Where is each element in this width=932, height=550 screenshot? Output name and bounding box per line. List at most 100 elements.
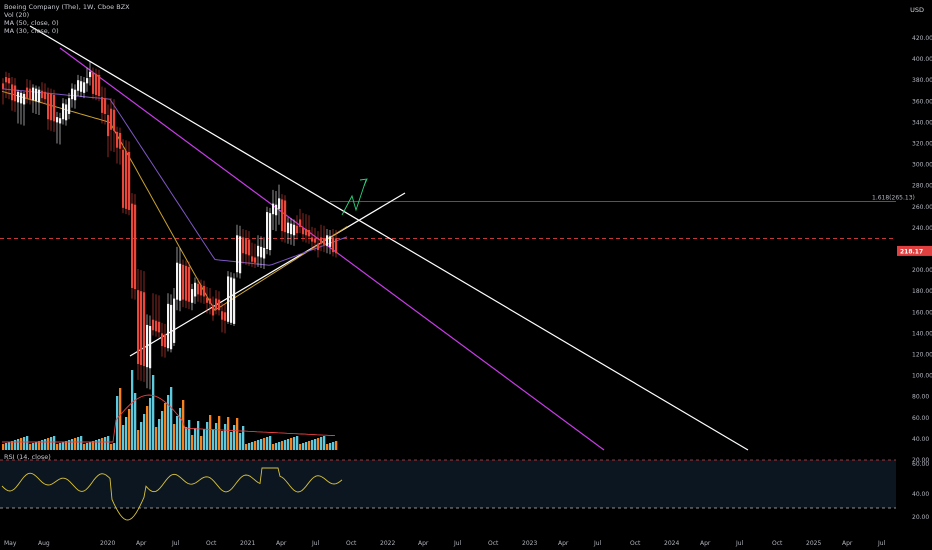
candle-body [275,204,278,216]
time-tick-label: Aug [38,540,50,547]
time-tick-label: 2021 [240,540,255,547]
candle-body [281,199,284,232]
candle-body [215,298,218,310]
candle-body [98,74,101,97]
candle-body [155,320,158,332]
volume-bar [227,417,230,450]
candle-body [146,324,149,368]
candle-body [323,238,326,245]
time-tick-label: Jul [877,540,886,547]
candle-body [227,276,230,322]
volume-bar [188,420,191,450]
ma30-legend[interactable]: MA (30, close, 0) [4,27,59,35]
candle-body [194,282,197,297]
candle-body [2,83,5,89]
candle-body [260,246,263,258]
current-price-label: 218.17 [900,248,923,255]
volume-legend[interactable]: Vol (20) [4,11,30,19]
candle-body [257,245,260,257]
volume-bar [173,424,176,450]
volume-bar [194,428,197,450]
candle-body [203,285,206,297]
current-price-tag [897,245,932,256]
candle-body [224,312,227,321]
candle-body [248,239,251,256]
volume-bar [131,370,134,450]
ma50-line [1,88,348,266]
volume-ma-line [2,394,336,443]
candle-body [254,257,257,263]
volume-bar [11,441,14,450]
volume-bar [89,442,92,450]
candle-body [206,297,209,303]
price-tick-label: 140.00 [912,330,932,337]
candle-body [95,73,98,95]
candle-body [263,247,266,259]
volume-bar [35,442,38,450]
volume-bar [263,438,266,450]
volume-bar [149,398,152,450]
time-tick-label: Jul [453,540,462,547]
candle-body [44,91,47,100]
candle-body [29,88,32,100]
volume-bar [314,439,317,450]
candle-body [149,326,152,369]
volume-bar [308,441,311,450]
rsi-legend[interactable]: RSI (14, close) [4,453,51,461]
volume-bar [44,439,47,450]
rsi-band [0,460,896,508]
candle-body [32,87,35,101]
volume-bar [86,443,89,450]
volume-bar [254,441,257,450]
volume-bar [2,444,5,450]
candle-body [83,82,86,93]
candle-body [305,228,308,236]
volume-bar [98,439,101,450]
candle-body [140,291,143,366]
candle-body [77,80,80,91]
volume-bar [137,430,140,450]
volume-bar [155,427,158,450]
time-tick-label: Apr [136,540,147,547]
volume-bar [200,436,203,450]
volume-bar [329,443,332,450]
candle-body [62,103,65,120]
candle-body [101,97,104,113]
ma50-legend[interactable]: MA (50, close, 0) [4,19,59,27]
candle-body [38,89,41,103]
candle-body [137,290,140,364]
chart-legend: Boeing Company (The), 1W, Cboe BZX Vol (… [4,3,130,35]
ma30-line [1,90,348,311]
candle-body [230,277,233,323]
price-tick-label: 80.00 [912,394,929,401]
volume-bar [251,442,254,450]
symbol-title[interactable]: Boeing Company (The), 1W, Cboe BZX [4,3,130,11]
volume-bar [290,438,293,450]
candle-body [167,303,170,349]
volume-bar [20,438,23,450]
volume-bar [176,416,179,450]
volume-bar [224,424,227,450]
volume-bar [269,436,272,450]
volume-bar [53,436,56,450]
volume-bar [317,438,320,450]
price-tick-label: 300.00 [912,162,932,169]
candle-body [128,151,131,210]
volume-bar [17,439,20,450]
volume-bar [260,439,263,450]
time-tick-label: Oct [630,540,641,547]
candle-body [47,92,50,120]
candle-body [35,88,38,102]
volume-bar [41,440,44,450]
volume-bar [293,437,296,450]
volume-bar [191,435,194,450]
candle-body [26,87,29,99]
candle-body [308,230,311,237]
volume-bar [110,444,113,450]
volume-bar [170,387,173,450]
candle-body [185,265,188,301]
price-tick-label: 180.00 [912,288,932,295]
time-tick-label: Oct [488,540,499,547]
time-axis: May Aug 2020 Apr Jul Oct 2021 Apr Jul Oct 2022 Apr J… [4,540,886,547]
